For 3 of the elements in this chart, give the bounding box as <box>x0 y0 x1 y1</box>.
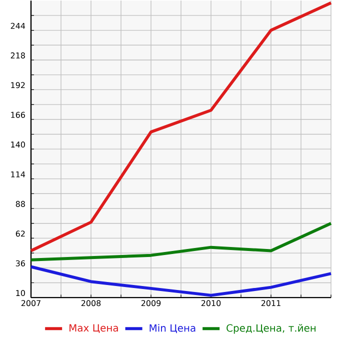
legend-label: Max Цена <box>70 324 118 333</box>
legend-label: Min Цена <box>150 324 196 334</box>
legend-label: Сред.Цена, т.йен <box>226 324 316 334</box>
